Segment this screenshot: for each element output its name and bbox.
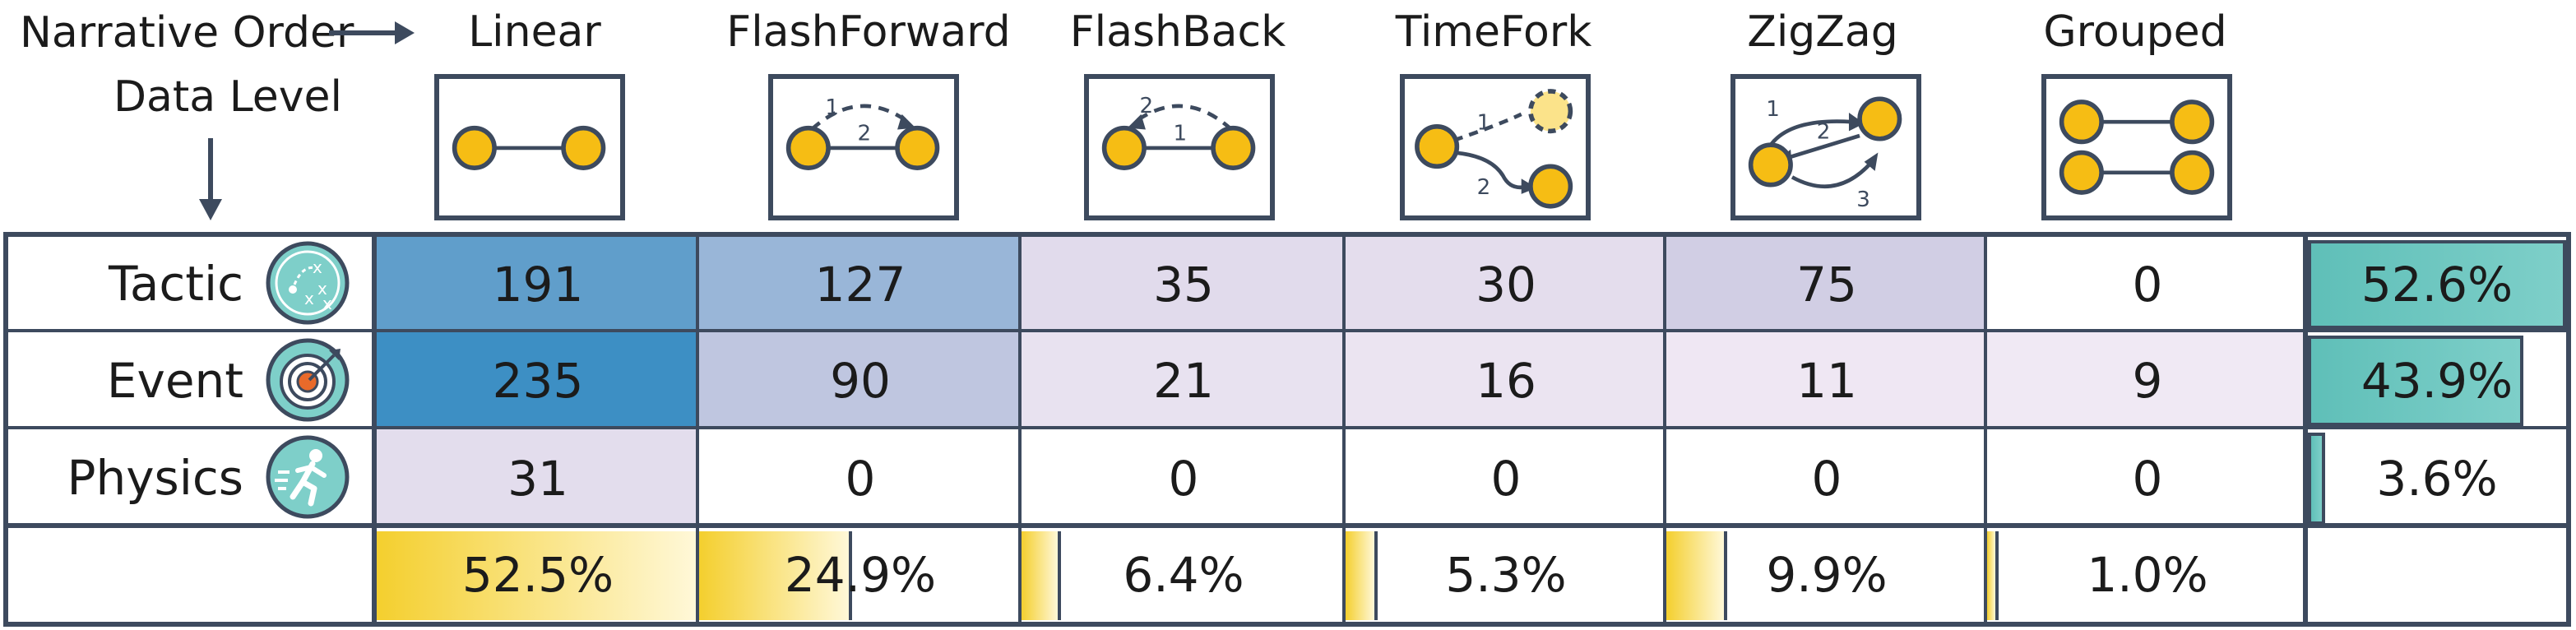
value-cell-tactic-zigzag: 75: [1666, 237, 1987, 332]
row-share-label-tactic: 52.6%: [2361, 257, 2513, 313]
flashback-flow-icon: 2 1: [1084, 74, 1275, 220]
value-cell-physics-timefork: 0: [1346, 429, 1666, 528]
table-border-right: [2566, 232, 2571, 627]
column-share-bar-grouped: [1987, 531, 1999, 620]
table-border-row1: [3, 329, 2569, 332]
column-share-label-flashback: 6.4%: [1123, 547, 1244, 603]
value-cell-event-linear: 235: [377, 332, 699, 429]
value-cell-event-flashforward: 90: [699, 332, 1022, 429]
step-label: 3: [1856, 188, 1870, 212]
table-border-col6: [2303, 232, 2308, 627]
column-share-label-flashforward: 24.9%: [784, 547, 937, 603]
value-cell-tactic-timefork: 30: [1346, 237, 1666, 332]
grouped-flow-icon: [2041, 74, 2232, 220]
step-label: 2: [1477, 175, 1491, 200]
svg-text:x: x: [317, 279, 327, 299]
timefork-flow-icon: 1 2: [1400, 74, 1591, 220]
step-label: 1: [1766, 97, 1780, 122]
column-title-zigzag: ZigZag: [1747, 7, 1898, 57]
flashforward-flow-icon: 1 2: [768, 74, 959, 220]
value-cell-physics-flashback: 0: [1022, 429, 1346, 528]
table-border-col0: [372, 232, 377, 627]
value-cell-physics-flashforward: 0: [699, 429, 1022, 528]
value-cell-event-grouped: 9: [1987, 332, 2308, 429]
row-label-physics: Physics: [67, 450, 244, 506]
row-share-label-event: 43.9%: [2361, 353, 2513, 409]
column-title-flashforward: FlashForward: [726, 7, 1011, 57]
step-label: 2: [858, 122, 872, 146]
table-border-col1: [696, 232, 699, 627]
column-title-grouped: Grouped: [2043, 7, 2227, 57]
value-cell-physics-grouped: 0: [1987, 429, 2308, 528]
zigzag-flow-icon: 1 2 3: [1730, 74, 1921, 220]
table-border-bottom: [3, 622, 2569, 627]
column-share-label-grouped: 1.0%: [2087, 547, 2208, 603]
column-share-label-zigzag: 9.9%: [1766, 547, 1888, 603]
value-cell-event-timefork: 16: [1346, 332, 1666, 429]
step-label: 1: [1477, 111, 1491, 136]
table-border-col5: [1984, 232, 1987, 627]
narrative-order-label: Narrative Order: [20, 8, 354, 58]
row-label-event: Event: [106, 353, 243, 409]
row-share-label-physics: 3.6%: [2376, 451, 2498, 507]
column-title-linear: Linear: [468, 7, 601, 57]
column-title-flashback: FlashBack: [1069, 7, 1286, 57]
table-border-row3: [3, 523, 2569, 528]
table-border-row2: [3, 426, 2569, 429]
svg-text:x: x: [313, 257, 322, 277]
value-cell-tactic-linear: 191: [377, 237, 699, 332]
value-cell-tactic-grouped: 0: [1987, 237, 2308, 332]
running-figure-icon: [266, 435, 350, 519]
arrow-right-icon: [329, 21, 415, 44]
column-share-bar-flashback: [1022, 531, 1061, 620]
column-share-bar-zigzag: [1666, 531, 1727, 620]
column-share-label-linear: 52.5%: [461, 547, 614, 603]
linear-flow-icon: [434, 74, 625, 220]
step-label: 2: [1817, 120, 1831, 145]
value-cell-physics-zigzag: 0: [1666, 429, 1987, 528]
table-border-left: [3, 232, 8, 627]
svg-text:x: x: [304, 289, 314, 308]
step-label: 1: [825, 95, 839, 120]
value-cell-physics-linear: 31: [377, 429, 699, 528]
target-icon: [266, 338, 350, 422]
value-cell-event-flashback: 21: [1022, 332, 1346, 429]
row-share-bar-tactic: [2308, 240, 2566, 329]
data-level-label: Data Level: [114, 72, 342, 122]
value-cell-event-zigzag: 11: [1666, 332, 1987, 429]
svg-text:x: x: [322, 294, 332, 313]
column-title-timefork: TimeFork: [1395, 7, 1592, 57]
value-cell-tactic-flashforward: 127: [699, 237, 1022, 332]
row-share-bar-event: [2308, 336, 2523, 426]
table-border-col2: [1018, 232, 1022, 627]
column-share-label-timefork: 5.3%: [1445, 547, 1567, 603]
row-label-tactic: Tactic: [108, 256, 243, 312]
step-label: 2: [1140, 94, 1154, 118]
table-border-col4: [1663, 232, 1666, 627]
step-label: 1: [1174, 122, 1188, 146]
value-cell-tactic-flashback: 35: [1022, 237, 1346, 332]
tactic-board-icon: x x x x: [266, 241, 350, 325]
table-border-top: [3, 232, 2569, 237]
column-share-bar-timefork: [1346, 531, 1378, 620]
table-border-col3: [1342, 232, 1346, 627]
column-share-bar-linear: [377, 531, 699, 620]
column-share-bar-flashforward: [699, 531, 852, 620]
arrow-down-icon: [199, 138, 222, 220]
